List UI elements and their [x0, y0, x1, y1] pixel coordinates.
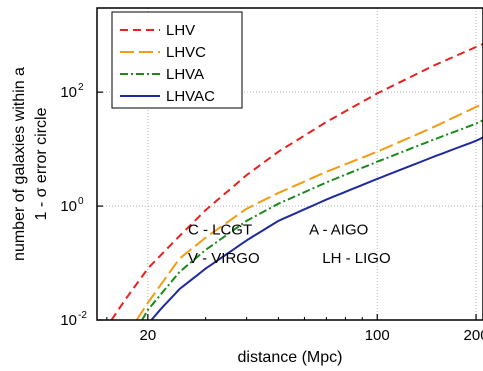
legend-label-lhva: LHVA — [166, 66, 204, 83]
y-axis-title-line-2: 1 - σ error circle — [33, 107, 50, 220]
x-axis-title: distance (Mpc) — [238, 349, 343, 366]
annotation-3: LH - LIGO — [322, 250, 390, 267]
series-line-lhva — [142, 120, 483, 320]
legend-label-lhvac: LHVAC — [166, 88, 215, 105]
annotation-2: V - VIRGO — [188, 250, 260, 267]
y-tick-exponent-2: 2 — [78, 82, 84, 93]
y-axis-title-line-1: number of galaxies within a — [11, 67, 28, 261]
y-tick-exponent-1: 0 — [78, 196, 84, 207]
y-tick-label-0: 10 — [60, 312, 77, 329]
y-tick-exponent-0: -2 — [78, 310, 87, 321]
annotations: C - LCGT A - AIGO V - VIRGO LH - LIGO — [188, 221, 391, 267]
annotation-1: A - AIGO — [309, 221, 368, 238]
x-tick-label-2: 200 — [464, 327, 483, 344]
legend-label-lhvc: LHVC — [166, 44, 206, 61]
y-tick-label-2: 10 — [60, 84, 77, 101]
legend: LHV LHVC LHVA LHVAC — [112, 12, 242, 108]
annotation-0: C - LCGT — [188, 221, 252, 238]
legend-label-lhv: LHV — [166, 22, 195, 39]
x-tick-label-1: 100 — [365, 327, 390, 344]
y-tick-label-1: 10 — [60, 198, 77, 215]
series-line-lhvc — [137, 104, 483, 320]
x-tick-label-0: 20 — [139, 327, 156, 344]
